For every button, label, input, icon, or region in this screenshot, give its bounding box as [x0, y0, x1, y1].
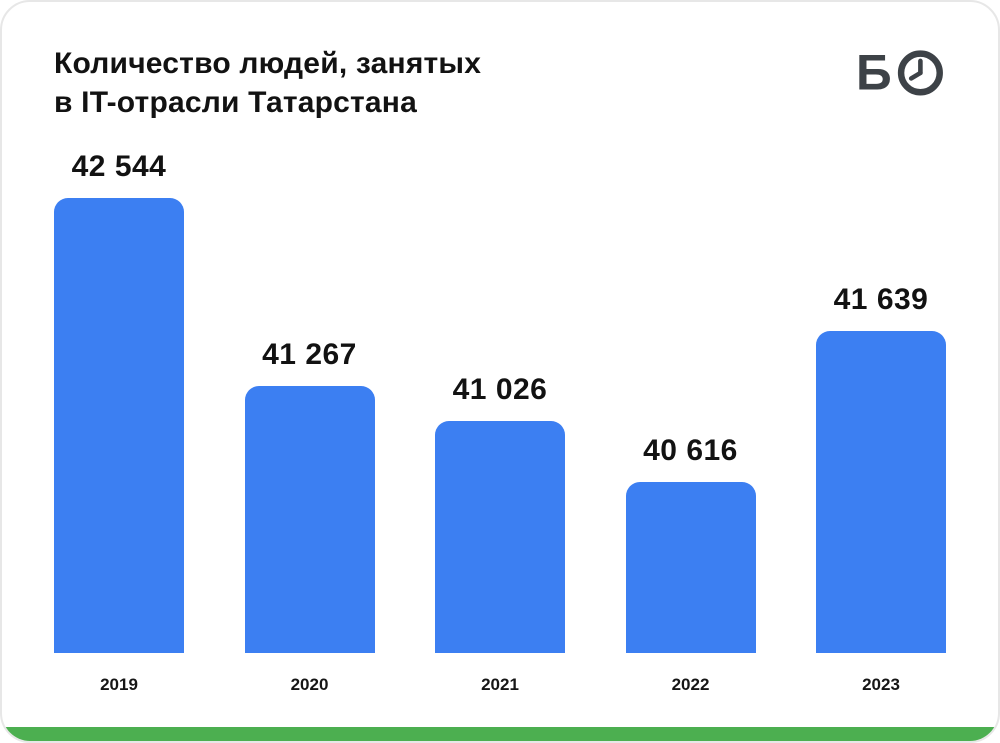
bar-value-label: 41 639 — [833, 283, 929, 316]
bar — [54, 198, 184, 653]
chart-title: Количество людей, занятых в IT-отрасли Т… — [54, 44, 481, 122]
x-axis-label: 2022 — [671, 675, 710, 694]
bar-value-label: 41 026 — [452, 373, 548, 406]
bar-value-label: 40 616 — [643, 434, 738, 467]
plot-area: 42 544 41 267 41 026 40 616 41 639 — [54, 133, 946, 653]
bar-column: 42 544 — [54, 150, 184, 653]
chart-title-line1: Количество людей, занятых — [54, 47, 482, 80]
bar-value-label: 42 544 — [71, 150, 167, 183]
bar — [816, 331, 946, 653]
clock-icon — [897, 50, 943, 96]
bar-value-label: 41 267 — [262, 338, 357, 371]
logo-letter-b: Б — [856, 44, 892, 100]
bar-column: 41 639 — [816, 283, 946, 653]
x-axis-label: 2023 — [862, 675, 900, 694]
x-axis-label: 2019 — [100, 675, 138, 694]
bar — [244, 386, 375, 653]
bar-column: 41 026 — [435, 373, 565, 653]
header: Количество людей, занятых в IT-отрасли Т… — [2, 2, 998, 122]
bar — [625, 482, 756, 653]
bar-column: 41 267 — [244, 338, 375, 653]
x-axis: 2019 2020 2021 2022 2023 — [54, 675, 946, 695]
bo-logo: Б — [856, 44, 943, 100]
x-axis-label: 2020 — [290, 675, 329, 694]
bar-column: 40 616 — [625, 434, 756, 653]
accent-strip — [2, 727, 998, 741]
bar — [435, 421, 565, 653]
chart-title-line2: в IT-отрасли Татарстана — [54, 86, 418, 119]
x-axis-label: 2021 — [481, 675, 519, 694]
